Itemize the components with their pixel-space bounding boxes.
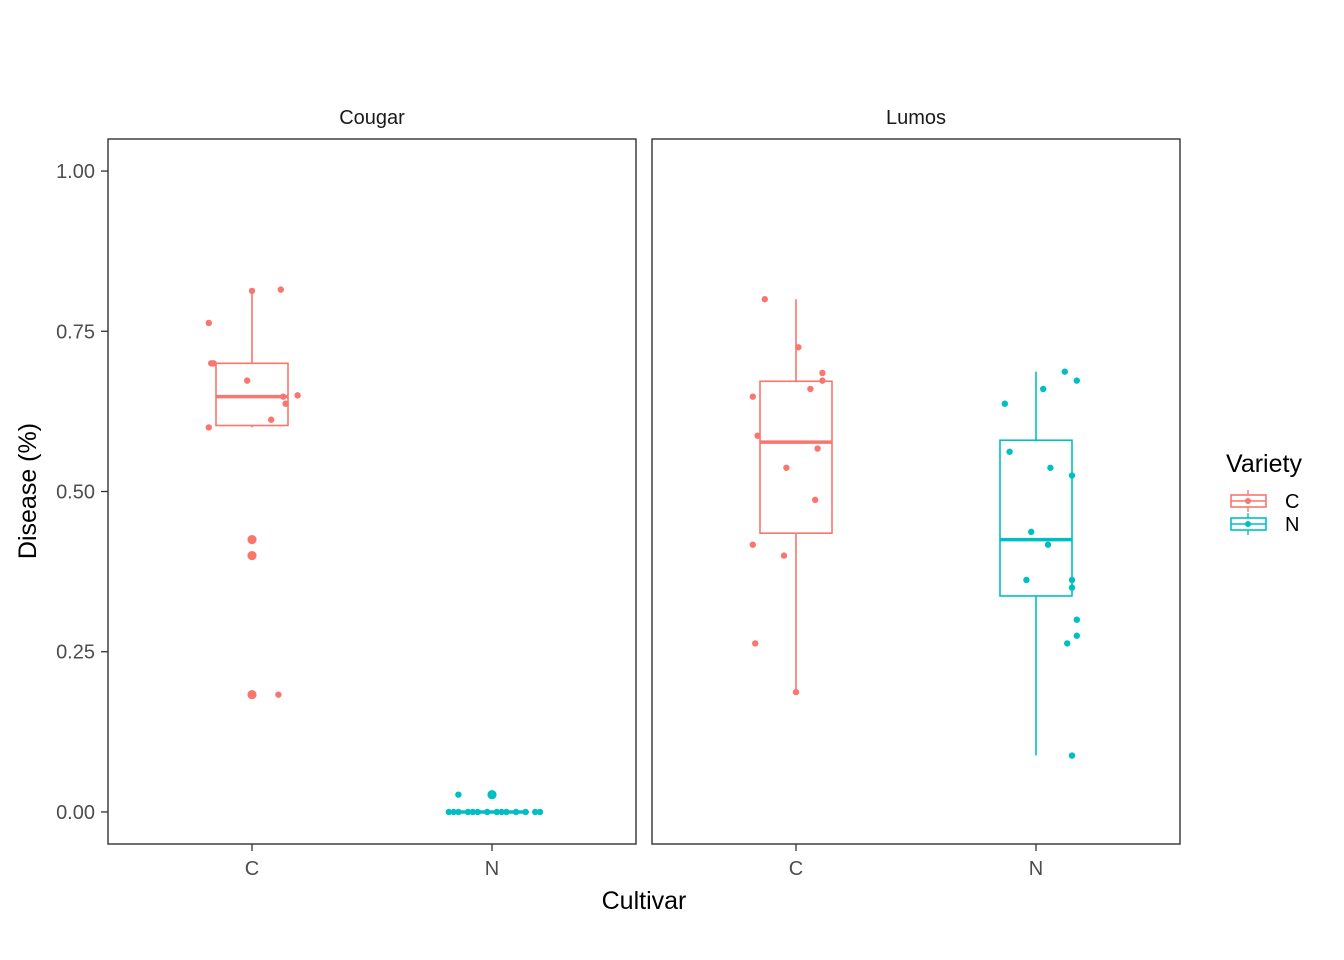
legend-label: C: [1285, 491, 1299, 513]
data-point: [1023, 576, 1030, 584]
legend-title: Variety: [1226, 450, 1302, 478]
panel-border: [107, 138, 637, 845]
data-point: [522, 808, 529, 816]
data-point: [780, 552, 788, 559]
box: [759, 380, 833, 534]
data-point: [450, 808, 457, 816]
data-point: [1068, 584, 1076, 591]
legend-key-point: [1245, 498, 1251, 504]
data-point: [1073, 632, 1081, 639]
legend-label: N: [1285, 514, 1299, 536]
facet-panel-cougar: Cougar C N: [107, 107, 637, 880]
x-tick-label: C: [789, 858, 803, 880]
data-point: [280, 393, 287, 400]
panel-border: [651, 138, 1181, 845]
box: [215, 362, 289, 427]
y-tick-label: 0.50: [56, 482, 95, 504]
facet-panel-lumos: Lumos C N: [651, 107, 1181, 880]
data-point: [1068, 472, 1076, 479]
x-tick-label: N: [1029, 858, 1043, 880]
data-point: [277, 286, 284, 293]
data-point: [792, 688, 800, 696]
legend-key-c: [1230, 490, 1267, 512]
data-point: [1068, 576, 1076, 584]
data-point: [275, 691, 282, 698]
x-tick-label: C: [245, 858, 259, 880]
data-point: [1073, 616, 1081, 623]
data-point: [294, 392, 301, 399]
data-point: [455, 808, 462, 816]
legend: Variety CN: [1226, 450, 1302, 536]
data-point: [445, 808, 452, 816]
data-point: [761, 296, 768, 303]
data-point: [1061, 368, 1069, 375]
data-point: [1040, 385, 1047, 393]
x-tick-label: N: [485, 858, 499, 880]
data-point: [1001, 400, 1008, 407]
data-point: [819, 369, 826, 377]
data-point: [807, 385, 814, 393]
data-point: [1006, 448, 1013, 455]
data-point: [754, 432, 761, 439]
box: [999, 439, 1073, 597]
y-tick-label: 0.75: [56, 321, 95, 343]
y-tick-label: 1.00: [56, 161, 95, 183]
y-axis: 0.00 0.25 0.50 0.75 1.00: [56, 161, 108, 824]
boxplot-n: [445, 790, 544, 816]
data-point: [1028, 528, 1035, 536]
data-point: [503, 808, 510, 816]
legend-key-n: [1230, 513, 1267, 535]
data-point: [749, 393, 756, 400]
data-point: [749, 541, 756, 548]
legend-key-point: [1245, 521, 1251, 527]
data-point: [248, 287, 256, 295]
data-point: [1068, 752, 1076, 759]
boxplot-n: [999, 368, 1081, 759]
data-point: [512, 808, 520, 816]
data-point: [493, 808, 500, 816]
y-tick-label: 0.25: [56, 642, 95, 664]
data-point: [244, 377, 251, 384]
boxplot-c: [749, 296, 833, 696]
data-point: [819, 377, 826, 384]
facet-strip-label: Cougar: [339, 107, 405, 129]
data-point: [532, 808, 539, 816]
data-point: [1044, 541, 1052, 548]
data-point: [282, 400, 289, 407]
data-point: [484, 808, 491, 816]
data-point: [498, 808, 505, 816]
data-point: [210, 360, 217, 367]
boxplot-c: [205, 286, 301, 700]
data-point: [248, 552, 256, 559]
data-point: [1073, 377, 1081, 384]
data-point: [1047, 464, 1054, 471]
data-point: [464, 808, 472, 816]
data-point: [812, 496, 819, 504]
data-point: [248, 691, 256, 698]
x-axis-title: Cultivar: [602, 887, 687, 915]
y-tick-label: 0.00: [56, 802, 95, 824]
data-point: [455, 791, 462, 798]
data-point: [469, 808, 476, 816]
data-point: [795, 344, 802, 351]
data-point: [268, 416, 275, 423]
facet-panels: Cougar C N Lumos C N: [107, 107, 1181, 880]
data-point: [248, 536, 256, 543]
data-point: [536, 808, 544, 816]
data-point: [474, 808, 481, 816]
outlier-point: [487, 790, 497, 800]
y-axis-title: Disease (%): [14, 423, 42, 559]
data-point: [783, 464, 790, 471]
facet-strip-label: Lumos: [886, 107, 946, 129]
data-point: [205, 424, 212, 431]
data-point: [752, 640, 759, 647]
data-point: [205, 319, 212, 327]
data-point: [1064, 640, 1071, 647]
data-point: [814, 445, 821, 452]
